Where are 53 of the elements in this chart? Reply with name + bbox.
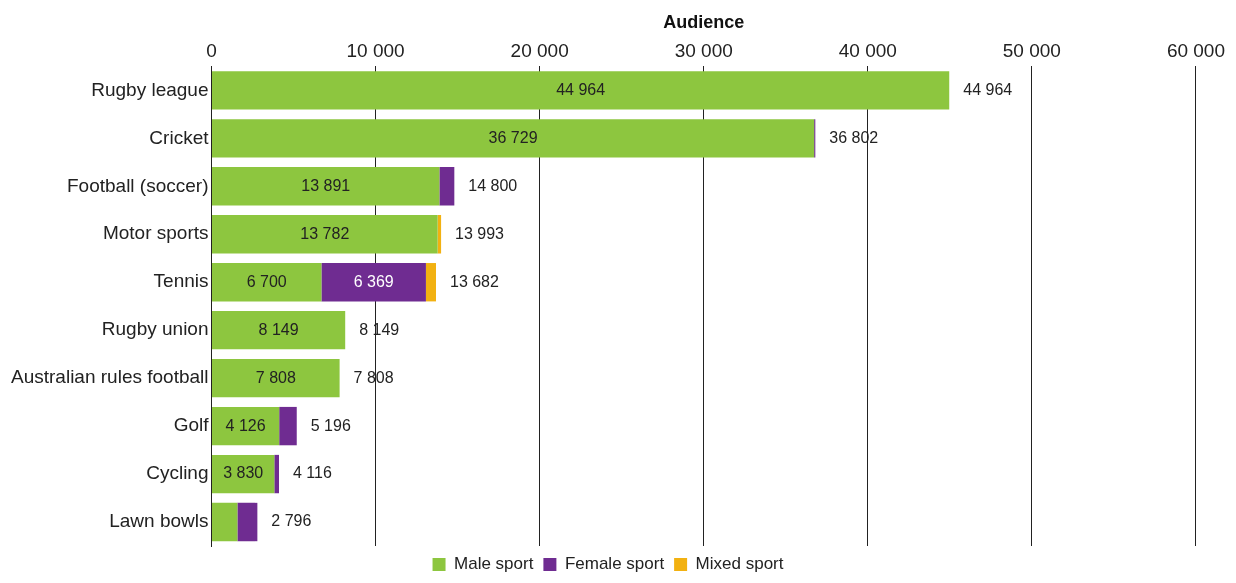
data-label: 3 830 [223,464,264,482]
x-tick-label: 30 000 [674,40,733,62]
x-axis-title: Audience [663,11,745,32]
bar [212,215,438,254]
data-label: 4 126 [225,416,266,434]
y-tick-label: Lawn bowls [109,510,209,532]
y-tick-label: Rugby union [101,318,209,340]
data-label: 8 149 [258,320,299,338]
data-label: 13 782 [300,224,350,242]
bar [212,263,322,302]
y-tick-label: Golf [173,414,210,436]
x-tick-label: 50 000 [1002,40,1061,62]
total-label: 5 196 [310,416,351,434]
total-label: 13 682 [449,272,500,290]
y-tick-label: Cricket [149,126,210,148]
data-label: 6 369 [353,272,394,290]
data-label: 36 729 [488,128,538,146]
bar [321,263,426,302]
y-tick-label: Football (soccer) [67,174,209,196]
bar [279,406,297,446]
y-tick-label: Tennis [153,270,209,292]
data-label: 13 891 [301,176,351,194]
data-label: 44 964 [556,80,606,98]
total-label: 44 964 [963,80,1013,98]
bar [274,454,280,494]
x-tick-label: 60 000 [1166,40,1226,62]
bar [212,358,340,398]
x-tick-label: 20 000 [510,40,569,62]
bar [439,167,455,206]
total-label: 14 800 [468,176,518,194]
total-label: 2 796 [271,512,312,530]
bar [237,502,258,542]
legend-label: Mixed sport [695,554,784,574]
legend-label: Female sport [564,554,665,574]
bar [212,167,440,206]
y-tick-label: Motor sports [102,222,209,244]
data-label: 7 808 [255,368,296,386]
total-label: 4 116 [293,464,332,482]
x-tick-label: 40 000 [838,40,897,62]
bar [212,119,815,158]
bar [425,263,436,302]
bar [212,311,346,350]
bar [212,71,950,110]
y-tick-label: Australian rules football [11,366,209,388]
bar [212,502,238,542]
data-label: 6 700 [246,272,287,290]
x-tick-label: 10 000 [346,40,405,62]
legend-label: Male sport [454,554,534,574]
y-tick-label: Rugby league [91,78,209,100]
total-label: 13 993 [455,224,505,242]
bar [212,406,280,446]
y-tick-label: Cycling [146,462,209,484]
x-tick-label: 0 [206,40,217,62]
